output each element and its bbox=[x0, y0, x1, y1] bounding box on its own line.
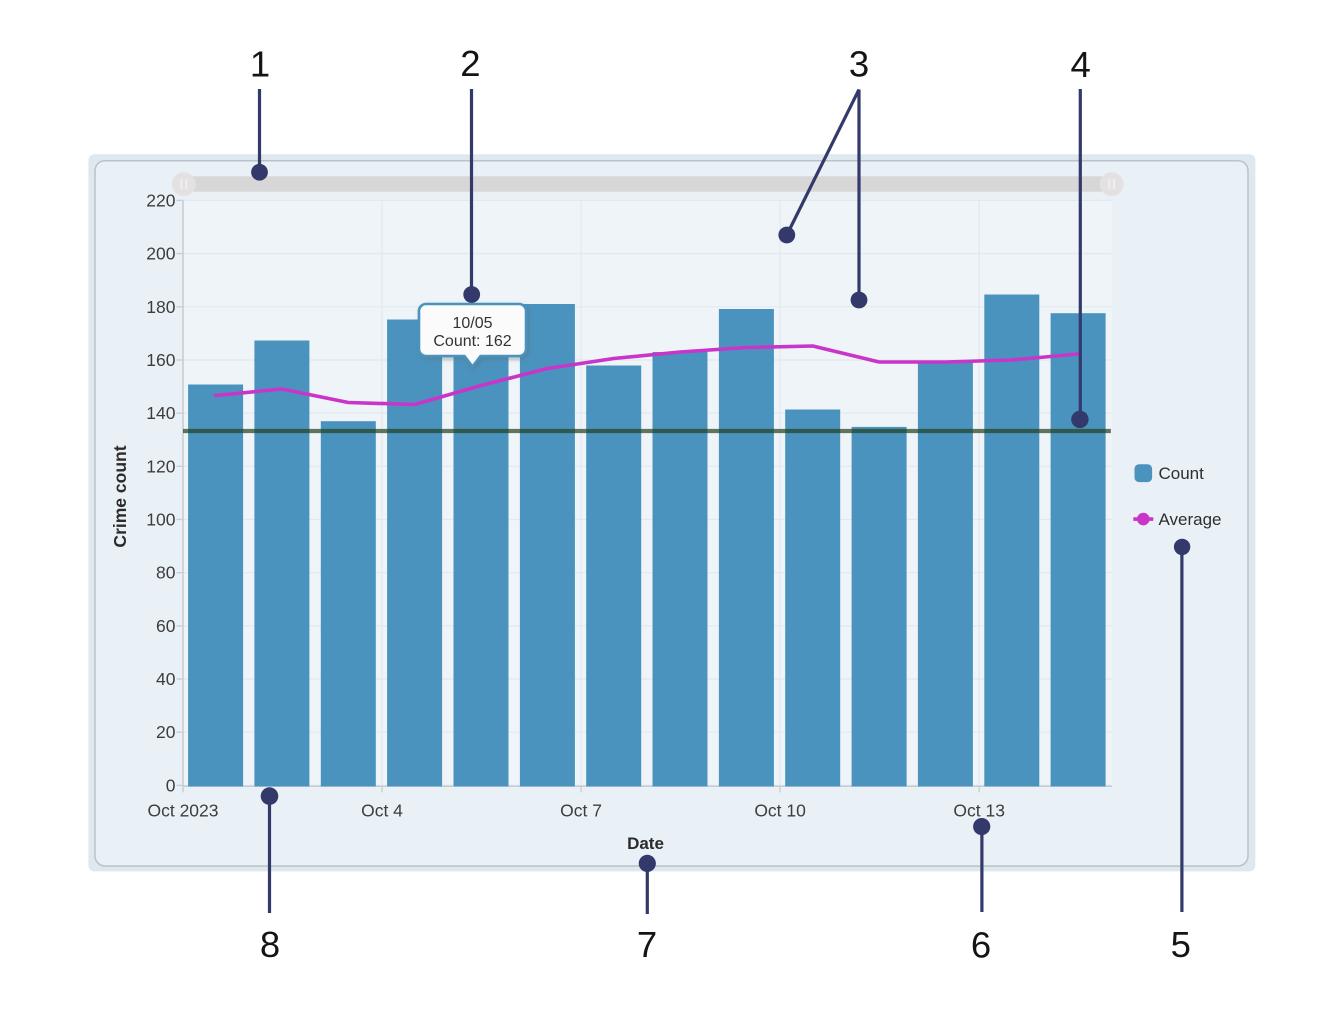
svg-text:Count: Count bbox=[1159, 464, 1205, 483]
svg-text:200: 200 bbox=[146, 244, 175, 264]
svg-text:60: 60 bbox=[156, 616, 176, 636]
svg-text:1: 1 bbox=[250, 43, 270, 84]
svg-text:Oct 10: Oct 10 bbox=[754, 801, 806, 821]
svg-text:4: 4 bbox=[1071, 44, 1091, 85]
svg-text:2: 2 bbox=[460, 43, 480, 84]
svg-text:180: 180 bbox=[146, 297, 175, 317]
svg-text:80: 80 bbox=[156, 563, 176, 583]
svg-text:40: 40 bbox=[156, 669, 176, 689]
svg-text:7: 7 bbox=[637, 924, 657, 965]
svg-text:8: 8 bbox=[260, 924, 280, 965]
svg-text:3: 3 bbox=[849, 44, 869, 85]
svg-text:0: 0 bbox=[166, 775, 176, 795]
svg-text:140: 140 bbox=[146, 403, 175, 423]
svg-text:Oct 13: Oct 13 bbox=[953, 801, 1005, 821]
svg-text:Oct 7: Oct 7 bbox=[560, 801, 602, 821]
svg-text:100: 100 bbox=[146, 510, 175, 530]
svg-text:5: 5 bbox=[1171, 924, 1191, 965]
svg-text:6: 6 bbox=[971, 924, 991, 965]
svg-text:10/05: 10/05 bbox=[452, 315, 492, 332]
svg-text:Date: Date bbox=[627, 834, 664, 853]
svg-text:Count: 162: Count: 162 bbox=[433, 333, 511, 350]
svg-text:Crime count: Crime count bbox=[110, 445, 130, 547]
svg-text:220: 220 bbox=[146, 190, 175, 210]
svg-text:Average: Average bbox=[1159, 510, 1222, 529]
svg-text:160: 160 bbox=[146, 350, 175, 370]
svg-text:Oct 4: Oct 4 bbox=[361, 801, 403, 821]
svg-text:120: 120 bbox=[146, 456, 175, 476]
svg-text:20: 20 bbox=[156, 722, 176, 742]
svg-text:Oct 2023: Oct 2023 bbox=[147, 801, 218, 821]
